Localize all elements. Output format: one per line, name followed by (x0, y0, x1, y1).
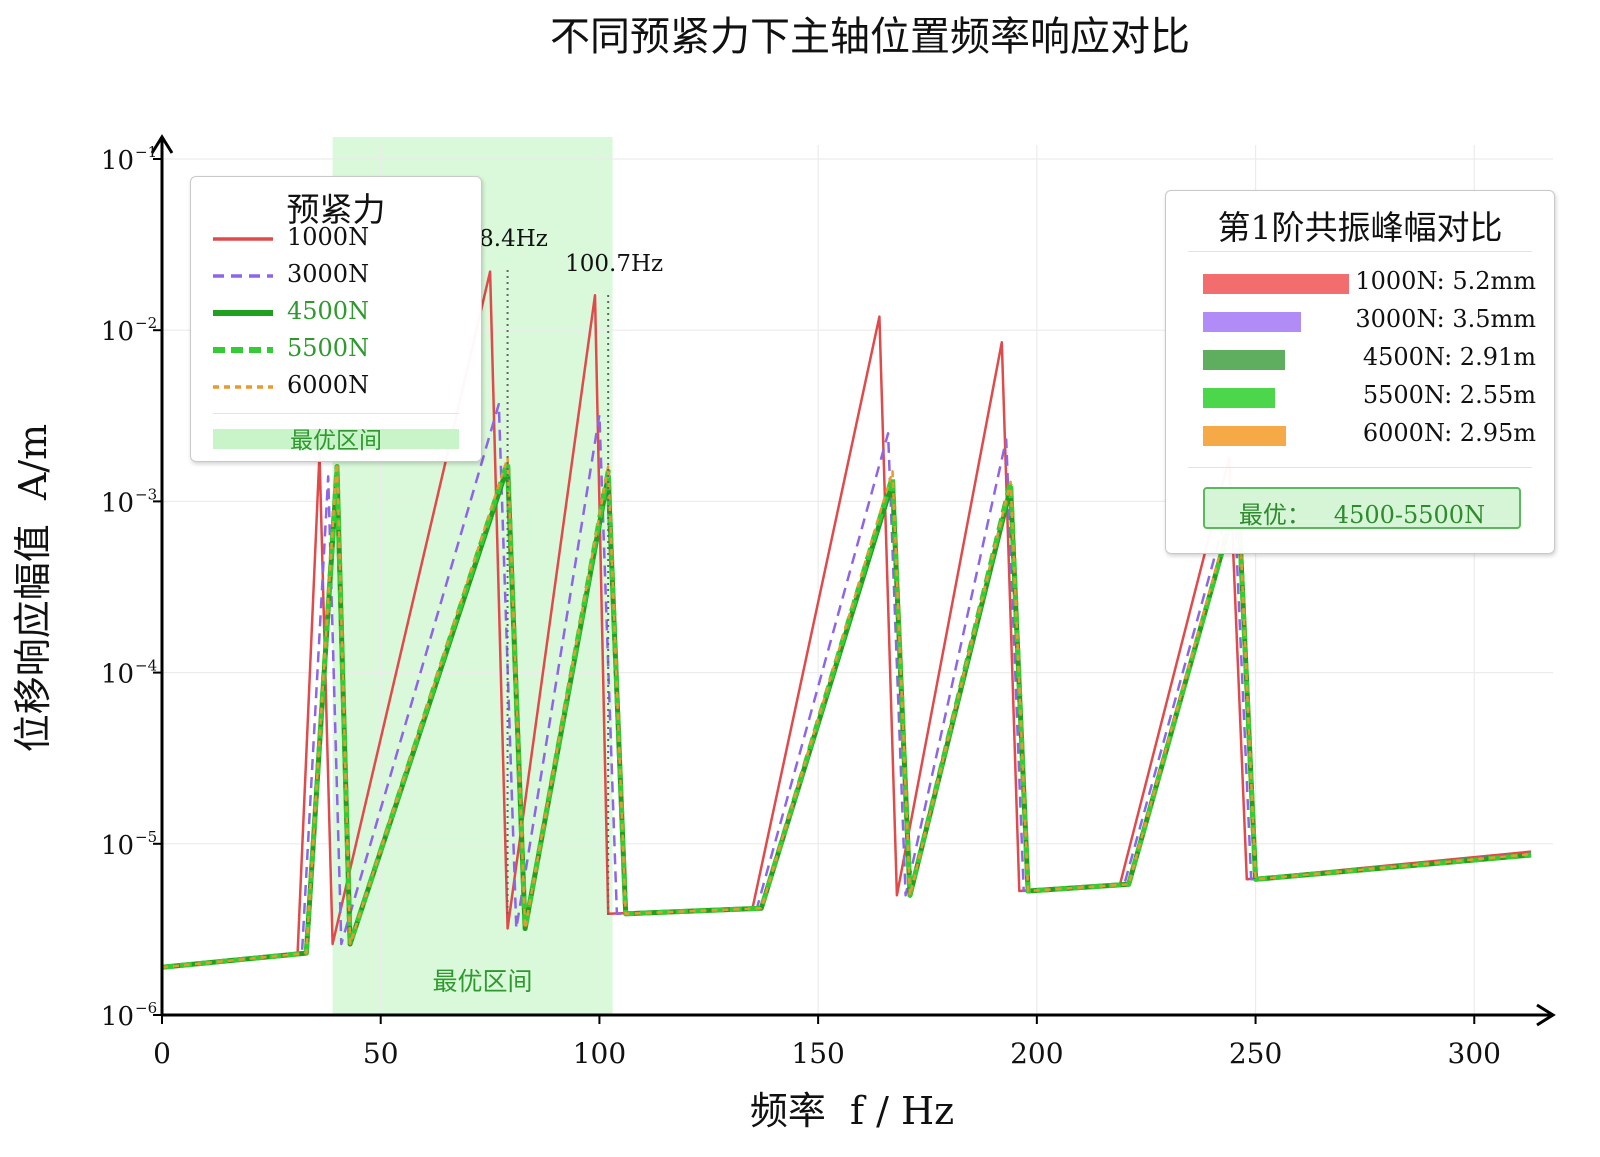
optimal-range-label: 最优： 4500-5500N (1238, 501, 1486, 529)
x-tick-label: 0 (153, 1037, 171, 1070)
x-tick-label: 150 (791, 1037, 844, 1070)
optimal-band-swatch (213, 429, 459, 449)
y-axis-arrow (150, 134, 174, 154)
y-tick-label: 10 (101, 660, 134, 690)
amplitude-bar (1203, 388, 1275, 408)
y-tick-exponent: −1 (135, 143, 157, 161)
series-layer (161, 270, 1532, 970)
y-tick-label: 10 (101, 831, 134, 861)
y-tick-label: 10 (101, 488, 134, 518)
legend-swatch (213, 347, 273, 353)
y-tick-label: 10 (101, 146, 134, 176)
peak-annotation-layer: 8.4Hz 100.7Hz (479, 226, 663, 915)
chart-title: 不同预紧力下主轴位置频率响应对比 (550, 14, 1190, 60)
x-axis-arrow (1536, 1003, 1556, 1027)
amplitude-label: 1000N: 5.2mm (1355, 267, 1536, 295)
x-axis-title: 频率 f / Hz (750, 1089, 954, 1133)
y-tick-exponent: −6 (135, 999, 157, 1017)
y-tick-exponent: −2 (135, 314, 157, 332)
y-tick-exponent: −3 (135, 485, 157, 503)
optimal-range-box: 最优： 4500-5500N (1203, 487, 1521, 529)
amplitude-comparison-panel: 第1阶共振峰幅对比 1000N: 5.2mm 3000N: 3.5mm 4500N:… (1165, 190, 1555, 554)
legend-entry-4500n: 4500N (191, 295, 481, 331)
amplitude-bar (1203, 312, 1302, 332)
series-legend: 预紧力 1000N 3000N 4500N 5500N 6000N 最优区间 (190, 176, 482, 462)
amplitude-row: 1000N: 5.2mm (1166, 265, 1554, 301)
legend-swatch (213, 237, 273, 241)
amplitude-label: 6000N: 2.95m (1362, 419, 1536, 447)
series-line-6000n (161, 456, 1532, 969)
amplitude-panel-divider-top (1188, 251, 1532, 252)
legend-entry-3000n: 3000N (191, 258, 481, 294)
legend-label: 6000N (287, 371, 370, 399)
amplitude-panel-divider-bottom (1188, 467, 1532, 468)
x-tick-label: 50 (363, 1037, 399, 1070)
y-tick-exponent: −4 (135, 657, 157, 675)
legend-swatch (213, 310, 273, 316)
series-line-5500n (161, 459, 1532, 970)
amplitude-bar (1203, 426, 1286, 446)
legend-entry-5500n: 5500N (191, 332, 481, 368)
amplitude-label: 4500N: 2.91m (1362, 343, 1536, 371)
legend-entry-6000n: 6000N (191, 369, 481, 405)
legend-label: 3000N (287, 260, 370, 288)
peak-annotation-label: 8.4Hz (479, 226, 548, 252)
legend-label: 5500N (287, 334, 370, 362)
amplitude-label: 3000N: 3.5mm (1355, 305, 1536, 333)
legend-label: 4500N (287, 297, 370, 325)
amplitude-row: 4500N: 2.91m (1166, 341, 1554, 377)
legend-swatch (213, 274, 273, 278)
x-tick-label: 100 (573, 1037, 626, 1070)
amplitude-panel-title: 第1阶共振峰幅对比 (1217, 208, 1503, 247)
amplitude-row: 3000N: 3.5mm (1166, 303, 1554, 339)
amplitude-bar (1203, 350, 1285, 370)
optimal-band-legend-label: 最优区间 (290, 428, 382, 454)
y-tick-label: 10 (101, 317, 134, 347)
legend-title: 预紧力 (286, 190, 386, 229)
amplitude-label: 5500N: 2.55m (1362, 381, 1536, 409)
legend-swatch (213, 385, 273, 389)
amplitude-row: 5500N: 2.55m (1166, 379, 1554, 415)
legend-divider (213, 413, 459, 414)
y-tick-exponent: −5 (135, 828, 157, 846)
amplitude-bar (1203, 274, 1349, 294)
legend-entry-1000n: 1000N (191, 221, 481, 257)
axes-layer: 0 50 100 150 200 250 30010−610−510−410−310−210… (101, 134, 1556, 1070)
legend-label: 1000N (287, 223, 370, 251)
x-tick-label: 200 (1010, 1037, 1063, 1070)
peak-annotation-label: 100.7Hz (565, 251, 663, 277)
amplitude-row: 6000N: 2.95m (1166, 417, 1554, 453)
optimal-band-label: 最优区间 (433, 967, 533, 996)
y-tick-label: 10 (101, 1002, 134, 1032)
x-tick-label: 300 (1448, 1037, 1501, 1070)
x-tick-label: 250 (1229, 1037, 1282, 1070)
y-axis-title: 位移响应幅值 A/m (11, 424, 55, 752)
